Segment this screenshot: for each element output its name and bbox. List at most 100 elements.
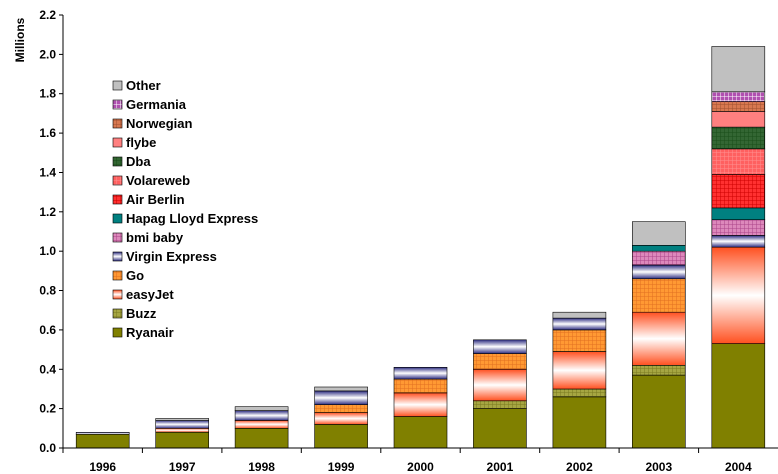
bar-segment xyxy=(631,364,686,376)
y-tick-label: 1.8 xyxy=(39,87,56,101)
legend-label: Dba xyxy=(126,154,151,169)
y-tick-label: 1.0 xyxy=(39,244,56,258)
y-tick-label: 1.4 xyxy=(39,166,56,180)
legend-label: Buzz xyxy=(126,306,157,321)
legend-swatch xyxy=(112,289,123,300)
bar-segment xyxy=(393,392,448,417)
x-tick-label: 1997 xyxy=(169,460,196,474)
bar-segment xyxy=(552,329,607,352)
bar-segment xyxy=(631,221,686,246)
bar-segment xyxy=(314,390,368,405)
y-tick-label: 1.2 xyxy=(39,205,56,219)
y-tick-label: 0.2 xyxy=(39,402,56,416)
bars-layer xyxy=(75,46,766,449)
bar-segment xyxy=(473,408,527,449)
bar-segment xyxy=(473,339,527,354)
legend-label: bmi baby xyxy=(126,230,184,245)
bar-segment xyxy=(393,366,448,380)
legend-label: Other xyxy=(126,78,161,93)
legend-swatch xyxy=(112,213,123,224)
legend-swatch xyxy=(112,232,123,243)
x-tick-label: 2003 xyxy=(645,460,672,474)
bar-segment xyxy=(711,111,766,128)
legend-swatch xyxy=(112,327,123,338)
x-tick-label: 2000 xyxy=(407,460,434,474)
x-tick-label: 2002 xyxy=(566,460,593,474)
y-tick-label: 0.8 xyxy=(39,284,56,298)
bar-segment xyxy=(155,418,209,421)
bar-segment xyxy=(552,311,607,319)
bar-segment xyxy=(552,388,607,398)
legend-label: Norwegian xyxy=(126,116,193,131)
y-axis-label: Millions xyxy=(13,17,27,62)
bar-segment xyxy=(711,343,766,449)
bar-segment xyxy=(234,427,289,449)
bar-segment xyxy=(711,207,766,220)
bar-segment xyxy=(711,246,766,344)
bar-segment xyxy=(314,424,368,449)
bar-segment xyxy=(75,433,130,449)
bar-segment xyxy=(552,396,607,449)
bar-segment xyxy=(314,386,368,392)
legend-swatch xyxy=(112,251,123,262)
legend-swatch xyxy=(112,137,123,148)
bar-segment xyxy=(631,245,686,252)
bar-segment xyxy=(234,410,289,421)
legend-label: Volareweb xyxy=(126,173,190,188)
x-tick-label: 1998 xyxy=(248,460,275,474)
legend-swatch xyxy=(112,156,123,167)
x-tick-label: 1996 xyxy=(89,460,116,474)
bar-segment xyxy=(155,431,209,449)
legend-swatch xyxy=(112,80,123,91)
bar-segment xyxy=(711,174,766,209)
legend-swatch xyxy=(112,194,123,205)
bar-segment xyxy=(711,219,766,236)
bar-segment xyxy=(711,101,766,112)
legend-label: Virgin Express xyxy=(126,249,217,264)
x-tick-label: 2004 xyxy=(725,460,752,474)
bar-segment xyxy=(234,406,289,411)
legend-swatch xyxy=(112,99,123,110)
axes-layer: 1996 1997 1998 1999 2000 2001 2002 2003 2004 0.0 0… xyxy=(39,8,778,474)
legend-label: flybe xyxy=(126,135,156,150)
legend-label: Germania xyxy=(126,97,187,112)
legend-swatch xyxy=(112,308,123,319)
legend-label: Hapag Lloyd Express xyxy=(126,211,258,226)
legend-swatch xyxy=(112,270,123,281)
x-tick-label: 2001 xyxy=(487,460,514,474)
bar-segment xyxy=(155,427,209,433)
y-tick-label: 1.6 xyxy=(39,126,56,140)
y-tick-label: 0.0 xyxy=(39,441,56,455)
bar-segment xyxy=(473,368,527,402)
bar-segment xyxy=(75,431,130,435)
bar-segment xyxy=(234,420,289,429)
bar-segment xyxy=(314,404,368,413)
bar-segment xyxy=(631,278,686,313)
legend: Other Germania Norwegian flybe Dba Volareweb A… xyxy=(112,78,258,340)
legend-label: Air Berlin xyxy=(126,192,185,207)
bar-segment xyxy=(314,412,368,425)
x-tick-label: 1999 xyxy=(328,460,355,474)
bar-segment xyxy=(631,250,686,266)
y-tick-label: 2.2 xyxy=(39,8,56,22)
y-tick-label: 0.4 xyxy=(39,362,56,376)
y-tick-label: 2.0 xyxy=(39,47,56,61)
bar-segment xyxy=(711,126,766,150)
bar-segment xyxy=(711,148,766,175)
legend-label: easyJet xyxy=(126,287,174,302)
legend-swatch xyxy=(112,118,123,129)
legend-label: Ryanair xyxy=(126,325,174,340)
legend-label: Go xyxy=(126,268,144,283)
bar-segment xyxy=(711,235,766,248)
legend-swatch xyxy=(112,175,123,186)
bar-segment xyxy=(393,416,448,449)
bar-segment xyxy=(393,378,448,394)
bar-segment xyxy=(552,317,607,331)
bar-segment xyxy=(473,400,527,409)
bar-segment xyxy=(155,420,209,429)
bar-segment xyxy=(631,264,686,280)
bar-segment xyxy=(631,374,686,449)
bar-segment xyxy=(711,46,766,93)
